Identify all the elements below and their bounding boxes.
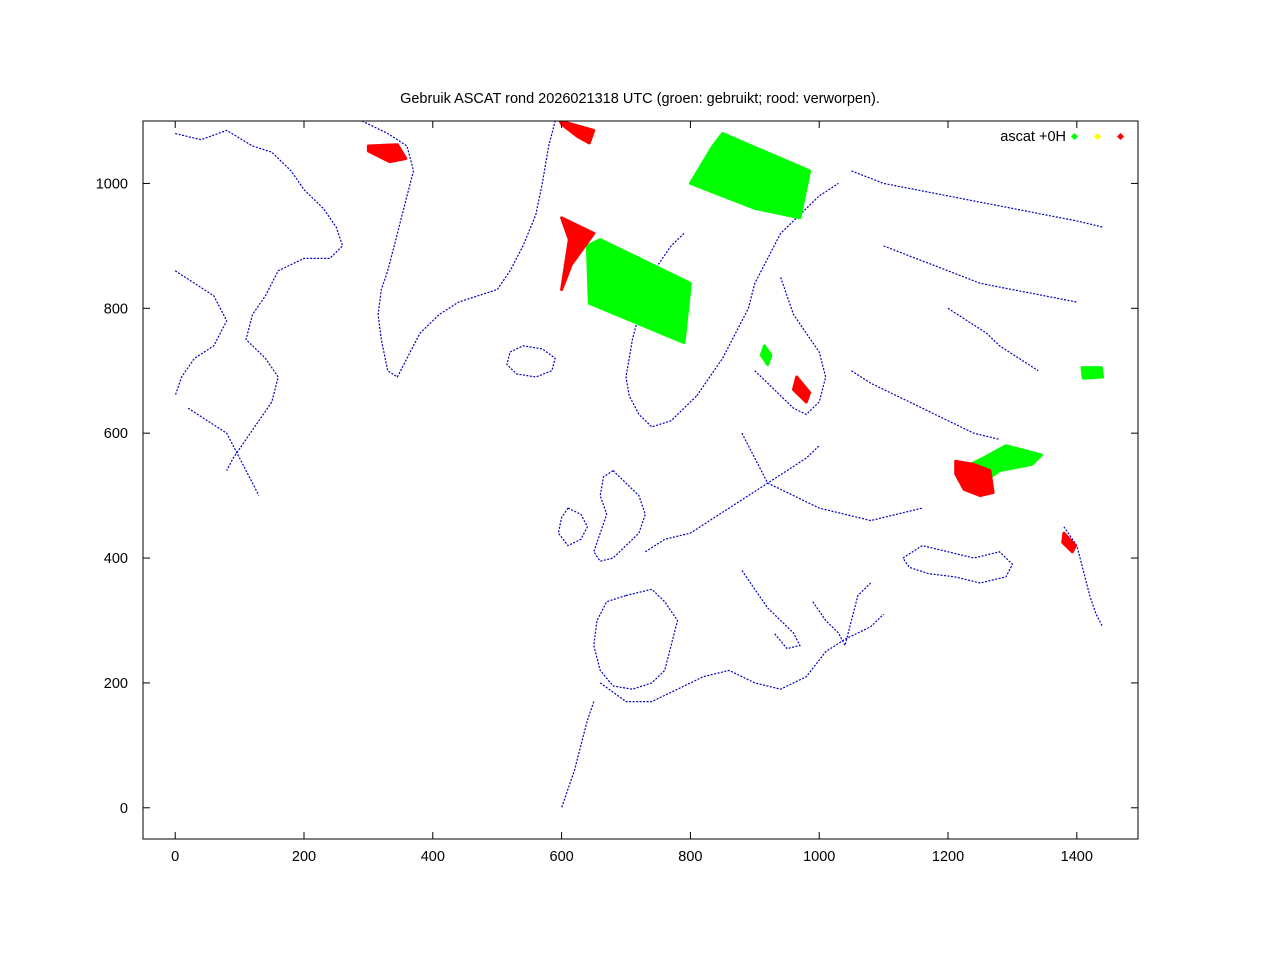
coastline-segment xyxy=(696,182,839,397)
ascat-rejected-region xyxy=(954,459,995,498)
coastline-segment xyxy=(625,232,698,428)
coastline-segment xyxy=(593,470,646,562)
coastline-segment xyxy=(947,307,1039,372)
legend-label: ascat +0H xyxy=(1000,129,1066,145)
coastline-segment xyxy=(1063,526,1104,627)
y-tick-label: 800 xyxy=(104,301,128,317)
ascat-used-region xyxy=(759,344,773,366)
x-tick-label: 800 xyxy=(678,849,702,865)
coastline-segment xyxy=(851,370,1000,440)
coastline-segment xyxy=(902,544,1014,584)
ascat-rejected-region xyxy=(1061,531,1077,554)
coastline-segment xyxy=(175,129,344,471)
ascat-used-region xyxy=(688,132,812,220)
x-tick-label: 400 xyxy=(421,849,445,865)
coastline-segment xyxy=(187,407,260,496)
axis-ticks: 0 200 400 600 800 1000 1200 1400 0 200 400 600 800 10… xyxy=(96,121,1138,865)
coastline-segment xyxy=(174,270,228,396)
x-tick-label: 1000 xyxy=(803,849,835,865)
coastline-segment xyxy=(754,276,827,416)
coastline-map xyxy=(174,121,1104,808)
coastline-segment xyxy=(599,613,885,703)
plot-frame xyxy=(142,120,1139,840)
coastline-segment xyxy=(741,570,801,650)
coastline-segment xyxy=(644,445,820,553)
x-tick-label: 1400 xyxy=(1061,849,1093,865)
x-tick-label: 600 xyxy=(550,849,574,865)
y-tick-label: 200 xyxy=(104,676,128,692)
ascat-used-region xyxy=(585,238,692,345)
coastline-segment xyxy=(557,507,589,547)
ascat-rejected-region xyxy=(792,375,812,404)
observation-layer xyxy=(366,121,1105,554)
x-tick-label: 200 xyxy=(292,849,316,865)
ascat-rejected-region xyxy=(366,143,408,164)
chart-title: Gebruik ASCAT rond 2026021318 UTC (groen… xyxy=(400,91,880,107)
ascat-used-region xyxy=(1080,366,1105,380)
y-tick-label: 0 xyxy=(120,801,128,817)
coastline-segment xyxy=(883,245,1077,303)
ascat-rejected-region xyxy=(560,216,596,292)
coastline-segment xyxy=(812,582,872,648)
x-tick-label: 0 xyxy=(171,849,179,865)
coastline-segment xyxy=(561,701,595,808)
coastline-segment xyxy=(741,432,923,522)
x-tick-label: 1200 xyxy=(932,849,964,865)
y-tick-label: 600 xyxy=(104,426,128,442)
y-tick-label: 1000 xyxy=(96,176,128,192)
y-tick-label: 400 xyxy=(104,551,128,567)
coastline-segment xyxy=(361,121,556,378)
